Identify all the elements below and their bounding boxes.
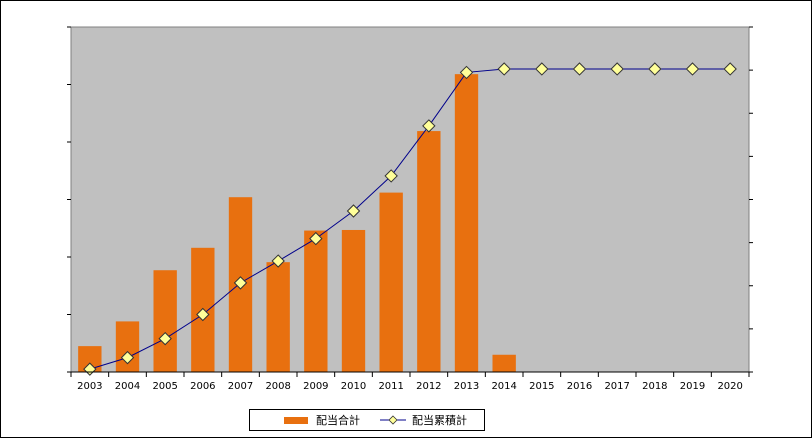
x-tick-label-2011: 2011 <box>378 381 403 392</box>
bar-2014 <box>492 354 516 372</box>
marker-2019 <box>685 62 700 76</box>
bar-2004 <box>115 321 140 372</box>
bar-2011 <box>379 192 403 372</box>
x-axis-labels: 2003 2004 2005 2006 2007 2008 2009 2010 2011 2012… <box>77 381 743 392</box>
marker-2005 <box>158 331 172 346</box>
x-tick-label-2003: 2003 <box>77 381 102 392</box>
legend: 配当合計 配当累積計 <box>249 409 485 431</box>
x-tick-label-2019: 2019 <box>680 381 705 392</box>
x-tick-label-2007: 2007 <box>228 381 253 392</box>
line-markers <box>83 62 737 376</box>
x-tick-label-2020: 2020 <box>717 381 742 392</box>
marker-2020 <box>723 62 737 76</box>
marker-2018 <box>648 62 662 76</box>
y-axis-left-ticks <box>67 26 71 373</box>
legend-item-bar: 配当合計 <box>284 410 360 430</box>
bar-2008 <box>266 262 290 372</box>
x-tick-label-2005: 2005 <box>152 381 177 392</box>
marker-2015 <box>535 62 549 76</box>
marker-2006 <box>196 307 210 322</box>
legend-line-swatch <box>380 415 406 425</box>
marker-2009 <box>309 231 323 246</box>
x-tick-label-2015: 2015 <box>529 381 554 392</box>
x-tick-label-2004: 2004 <box>115 381 140 392</box>
x-tick-label-2018: 2018 <box>642 381 667 392</box>
marker-2011 <box>384 169 398 183</box>
plot-area <box>70 26 750 373</box>
x-tick-label-2014: 2014 <box>491 381 516 392</box>
legend-item-line: 配当累積計 <box>380 410 467 430</box>
x-tick-label-2013: 2013 <box>454 381 479 392</box>
bar-2009 <box>304 230 328 372</box>
marker-2012 <box>422 119 436 133</box>
y-axis-right-ticks <box>749 26 753 373</box>
marker-2008 <box>271 254 285 268</box>
marker-2016 <box>572 62 587 76</box>
x-tick-label-2010: 2010 <box>341 381 366 392</box>
x-tick-label-2017: 2017 <box>604 381 629 392</box>
bar-2003 <box>78 346 102 372</box>
bar-2010 <box>341 229 366 372</box>
x-tick-label-2008: 2008 <box>265 381 290 392</box>
x-tick-label-2016: 2016 <box>567 381 592 392</box>
marker-2017 <box>610 62 624 76</box>
x-tick-label-2006: 2006 <box>190 381 215 392</box>
marker-2013 <box>459 65 474 80</box>
marker-2010 <box>346 204 361 218</box>
marker-2007 <box>233 276 248 290</box>
legend-bar-swatch <box>284 416 308 424</box>
bar-2013 <box>454 74 479 373</box>
bar-series <box>78 74 516 373</box>
bar-2005 <box>153 270 177 372</box>
x-tick-label-2012: 2012 <box>416 381 441 392</box>
legend-label-bar: 配当合計 <box>316 414 360 427</box>
marker-2004 <box>120 350 135 365</box>
x-axis-ticks <box>70 372 750 377</box>
marker-2014 <box>497 62 511 76</box>
bar-2012 <box>417 131 441 372</box>
legend-label-line: 配当累積計 <box>412 414 467 427</box>
x-tick-label-2009: 2009 <box>303 381 328 392</box>
